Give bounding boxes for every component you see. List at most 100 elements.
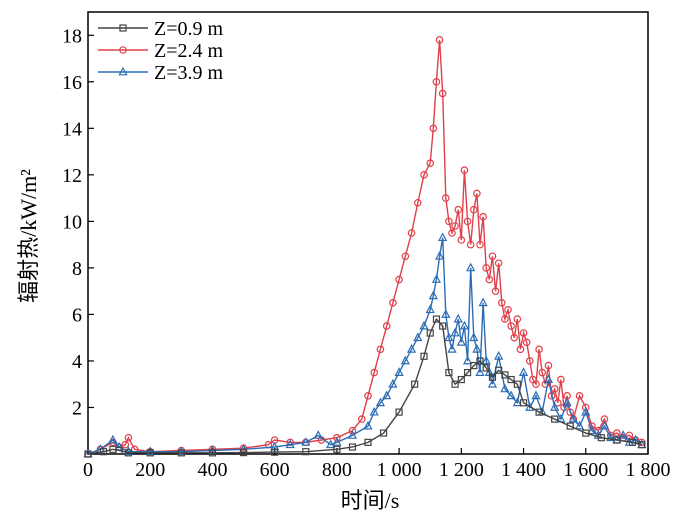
data-point [451,222,459,230]
data-point [494,259,503,268]
data-point [451,380,459,388]
data-point [531,390,541,400]
data-point [466,262,476,272]
data-point [501,315,509,323]
data-point [551,415,559,423]
data-point [347,430,358,439]
legend-entry: Z=0.9 m [98,18,223,40]
data-point [208,449,217,457]
data-point [501,371,509,379]
data-point [285,439,295,449]
axes: 0 200 400 600 800 1 000 1 200 1 400 1 600 1 800 2 4… [62,11,671,481]
data-point [582,429,590,437]
y-tick-label: 18 [62,25,82,47]
data-point [348,426,357,435]
data-point [538,368,547,377]
data-point [497,298,506,307]
data-point [457,375,465,384]
legend-label: Z=2.4 m [154,40,223,62]
data-point [302,448,310,456]
legend-entry: Z=3.9 m [98,62,223,84]
data-point [599,420,610,430]
legend-label: Z=0.9 m [154,18,223,40]
data-point [413,332,423,342]
data-point [487,378,498,388]
data-point [400,355,410,365]
data-point [434,250,445,260]
y-tick-label: 6 [72,304,82,326]
data-point [406,344,417,353]
data-point [495,366,503,374]
legend-marker [119,46,127,54]
data-point [500,383,510,393]
data-point [363,420,373,430]
data-point [463,217,472,226]
data-point [428,290,438,300]
data-point [124,433,133,442]
y-tick-label: 14 [62,118,82,140]
data-point [420,352,428,360]
data-point [491,287,500,295]
data-point [566,422,574,430]
data-point [628,438,637,446]
data-point [364,392,372,400]
data-point [411,380,419,388]
data-point [557,375,565,384]
data-point [389,298,397,307]
data-point [485,275,494,284]
series-1 [84,315,646,458]
data-point [447,344,457,353]
data-point [478,297,488,307]
data-point [506,390,516,400]
data-point [462,355,473,365]
data-point [413,198,422,207]
data-point [301,437,311,446]
data-point [535,408,543,416]
data-point [457,236,466,244]
data-point [516,345,525,354]
x-tick-label: 1 600 [563,459,608,481]
data-point [395,275,403,284]
data-point [121,440,130,449]
data-point [454,205,463,214]
data-point [575,392,584,400]
data-point [482,364,490,372]
x-axis-title: 时间/s [341,488,400,513]
data-point [326,439,336,449]
data-point [176,446,186,456]
data-point [469,332,479,342]
series-3 [83,232,647,458]
data-point [522,338,531,347]
x-tick-label: 800 [322,459,352,481]
data-point [504,305,512,314]
data-point [456,337,466,346]
data-point [532,380,540,389]
data-point [432,315,441,323]
series-line [87,237,643,455]
y-axis-title: 辐射热/kW/m² [16,169,41,303]
data-point [475,367,485,376]
data-point [395,408,403,416]
data-point [108,434,118,444]
data-point [426,159,435,168]
data-point [550,402,560,411]
data-point [425,304,435,314]
data-point [463,368,472,377]
data-point [507,322,515,330]
data-point [519,329,528,337]
legend-marker [118,66,128,76]
data-point [382,322,391,330]
data-point [479,212,487,221]
data-point [382,390,392,400]
data-point [441,194,450,202]
y-axis-label: 辐射热/kW/m² [16,169,41,303]
data-point [419,320,429,330]
data-point [388,378,398,388]
data-point [375,397,386,407]
data-point [177,449,185,457]
data-point [597,434,605,442]
series-group [83,36,647,458]
y-tick-label: 8 [72,258,82,280]
x-tick-label: 400 [197,459,227,481]
data-point [613,436,621,444]
